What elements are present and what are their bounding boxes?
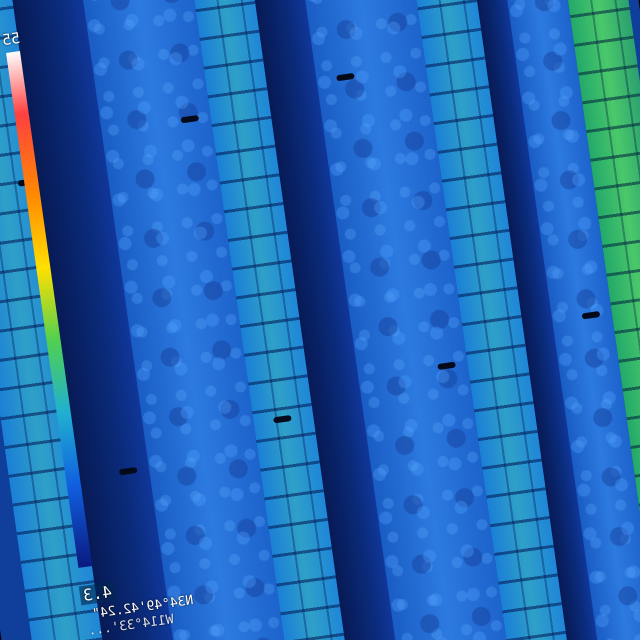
scale-max-label: 55 [0,28,22,50]
